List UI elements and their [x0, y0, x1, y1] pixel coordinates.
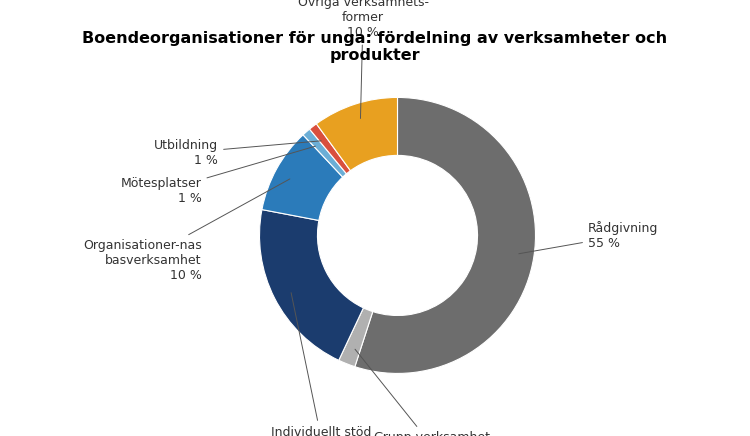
- Wedge shape: [316, 97, 398, 170]
- Text: Boendeorganisationer för unga: fördelning av verksamheter och
produkter: Boendeorganisationer för unga: fördelnin…: [82, 31, 668, 63]
- Text: Organisationer-nas
basverksamhet
10 %: Organisationer-nas basverksamhet 10 %: [82, 179, 290, 282]
- Wedge shape: [262, 135, 343, 221]
- Wedge shape: [355, 97, 536, 374]
- Wedge shape: [310, 124, 350, 174]
- Text: Utbildning
1 %: Utbildning 1 %: [154, 139, 321, 167]
- Wedge shape: [303, 129, 346, 177]
- Text: Mötesplatser
1 %: Mötesplatser 1 %: [121, 146, 316, 205]
- Text: Grupp-verksamhet
2 %: Grupp-verksamhet 2 %: [355, 349, 490, 436]
- Text: Rådgivning
55 %: Rådgivning 55 %: [519, 221, 658, 254]
- Text: Individuellt stöd
21 %: Individuellt stöd 21 %: [272, 293, 372, 436]
- Wedge shape: [260, 210, 364, 360]
- Wedge shape: [339, 308, 373, 367]
- Text: Övriga verksamhets-
former
10 %: Övriga verksamhets- former 10 %: [298, 0, 428, 119]
